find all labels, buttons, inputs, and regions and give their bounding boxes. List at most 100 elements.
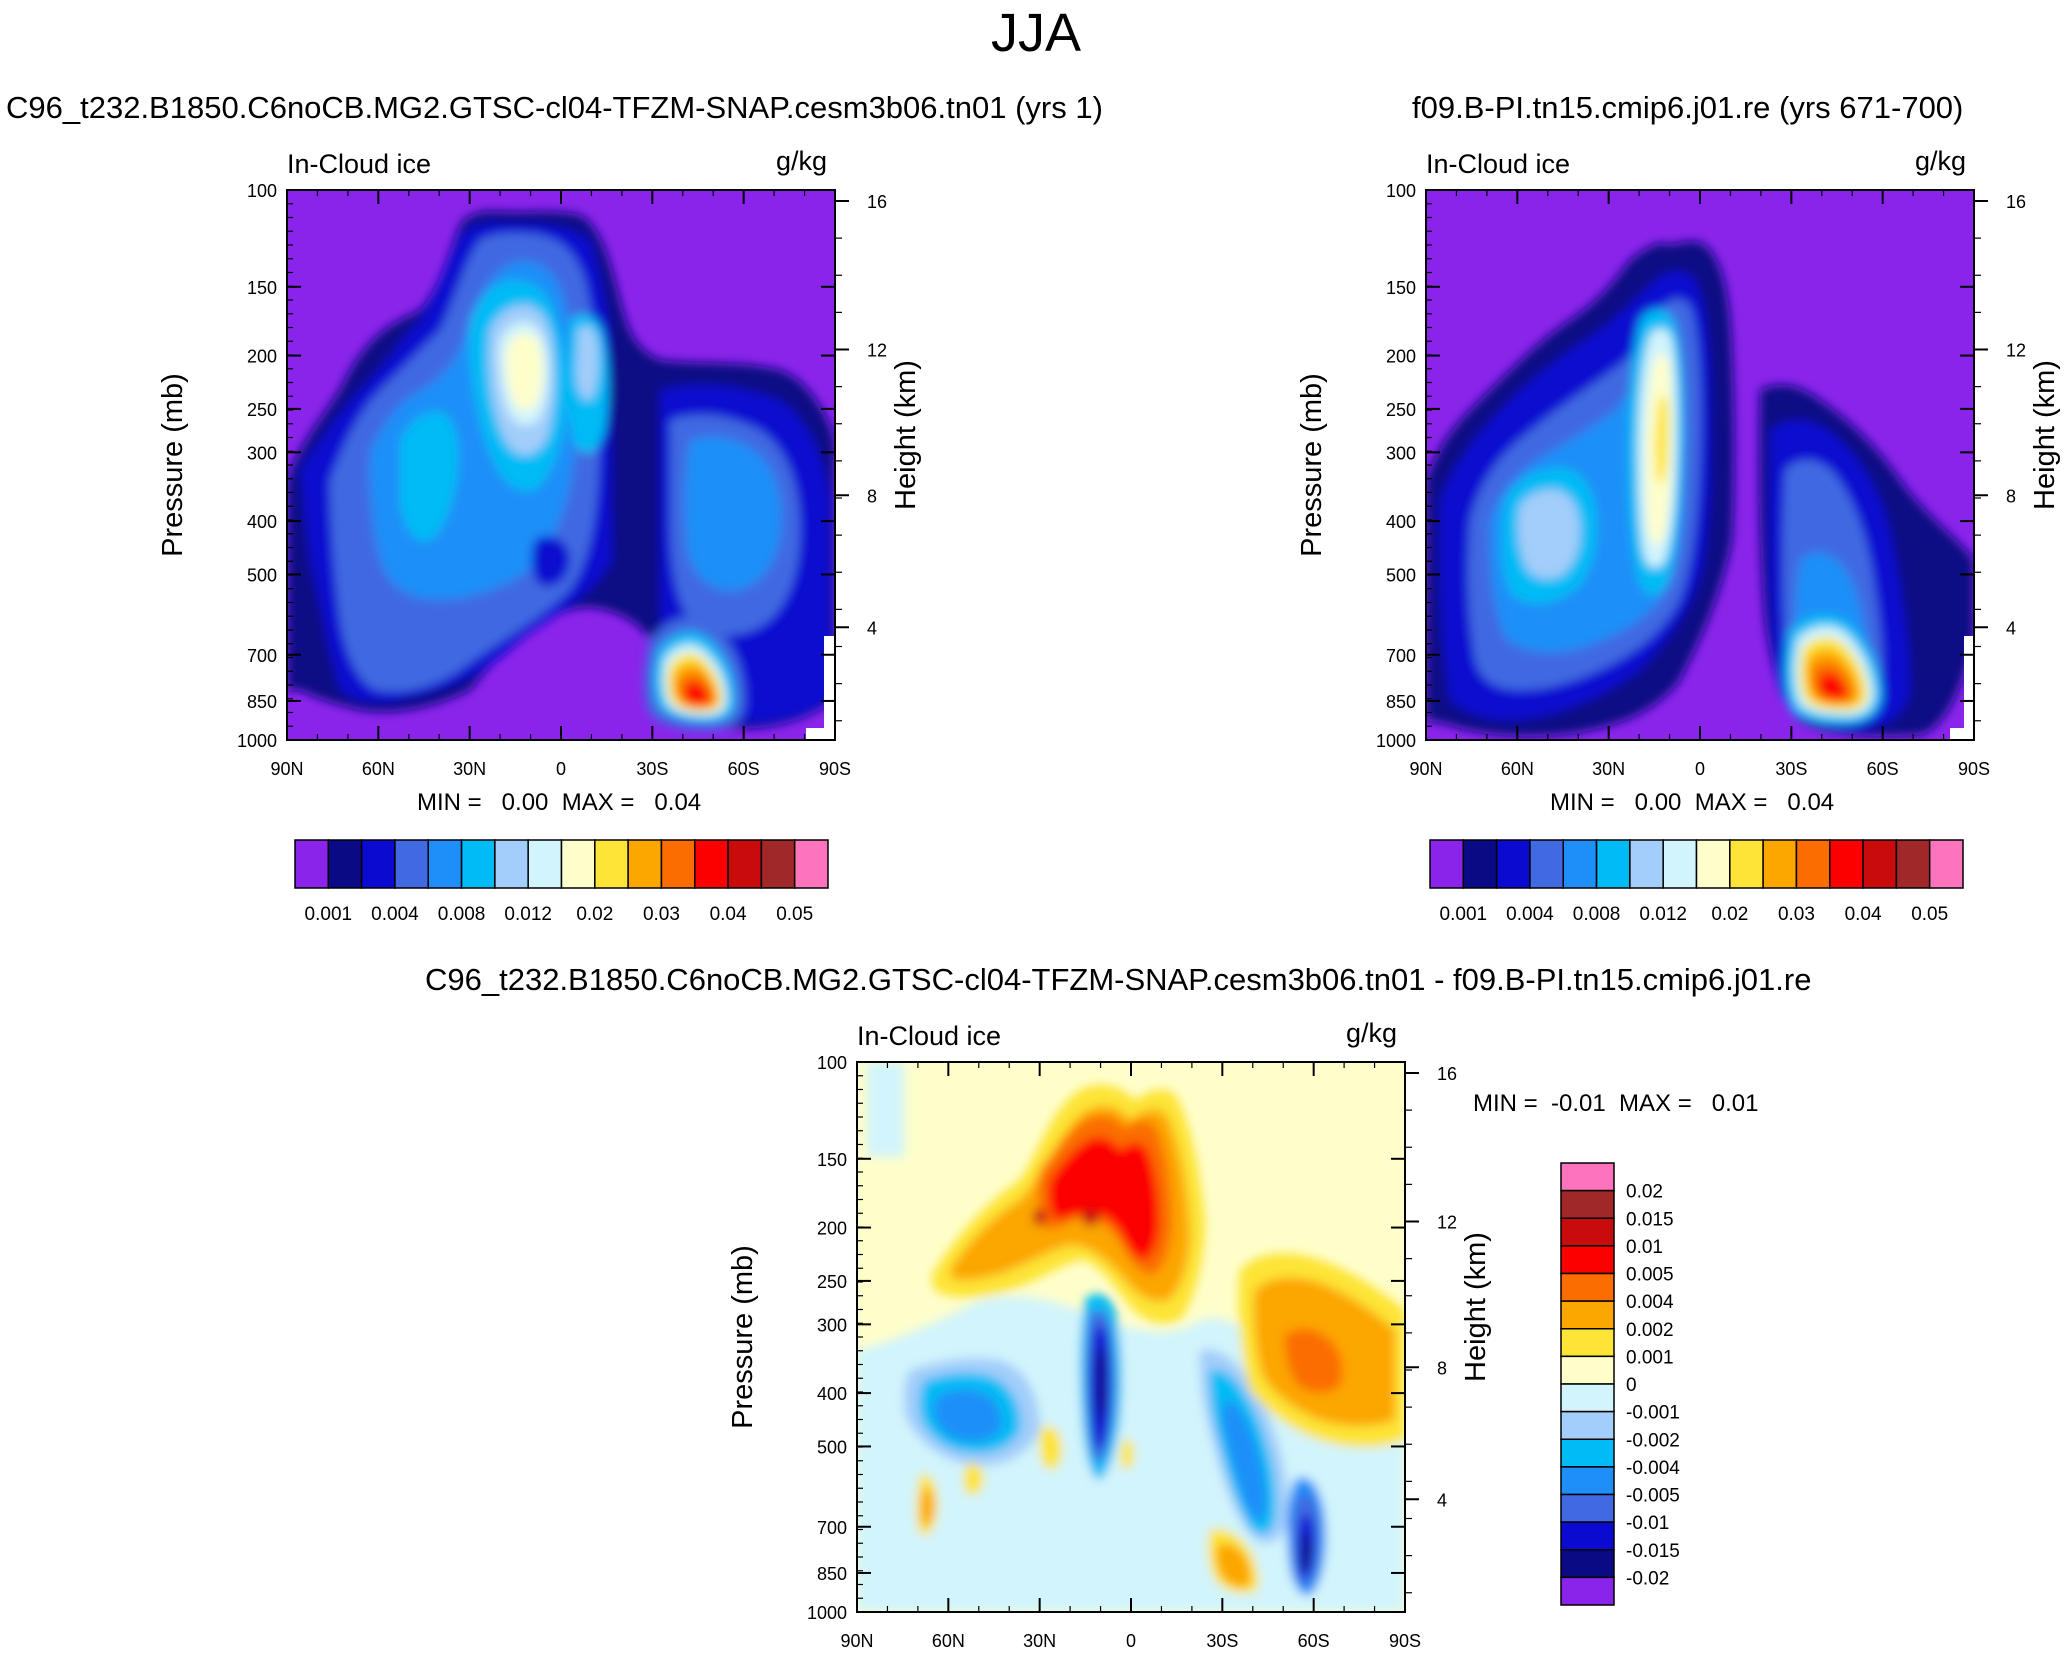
colorbar-label: -0.01	[1626, 1513, 1669, 1534]
figure-title: JJA	[990, 3, 1082, 63]
colorbar-label: 0.004	[1506, 904, 1554, 925]
heatmap-field-top-right	[1426, 190, 1974, 740]
colorbar-label: 0.02	[1711, 904, 1748, 925]
y2-tick-label: 12	[867, 341, 887, 361]
x-tick-label: 30N	[453, 759, 486, 779]
y-tick-label: 150	[817, 1150, 847, 1170]
colorbar-label: -0.02	[1626, 1568, 1669, 1589]
variable-label-top-right: In-Cloud ice	[1426, 149, 1570, 179]
y-tick-label: 850	[817, 1564, 847, 1584]
colorbar-swatch	[1560, 1272, 1615, 1302]
colorbar-label: 0.005	[1626, 1265, 1674, 1286]
colorbar-swatch	[327, 839, 363, 889]
colorbar-label: 0.001	[305, 904, 353, 925]
units-label-bottom-diff: g/kg	[1346, 1018, 1397, 1048]
min-max-label-top-right: MIN = 0.00 MAX = 0.04	[1550, 789, 1834, 816]
units-label-top-left: g/kg	[776, 146, 827, 176]
heatmap-field-top-left	[287, 190, 835, 740]
colorbar-swatch	[1560, 1493, 1615, 1523]
colorbar-swatch	[1895, 839, 1931, 889]
colorbar-swatch	[460, 839, 496, 889]
panel-title-difference: C96_t232.B1850.C6noCB.MG2.GTSC-cl04-TFZM…	[425, 962, 1812, 997]
colorbar-swatch	[1729, 839, 1764, 889]
variable-label-bottom-diff: In-Cloud ice	[857, 1021, 1001, 1051]
colorbar-label: 0.012	[1639, 904, 1687, 925]
y-tick-label: 300	[1386, 443, 1416, 463]
colorbar-label: 0.05	[776, 904, 813, 925]
y2-tick-label: 4	[867, 618, 877, 638]
colorbar-swatch	[1662, 839, 1698, 889]
colorbar-label: 0	[1626, 1375, 1637, 1396]
colorbar-swatch	[1560, 1189, 1615, 1219]
x-tick-label: 60N	[362, 759, 395, 779]
colorbar-swatch	[294, 839, 330, 889]
y-tick-label: 850	[1386, 692, 1416, 712]
y-tick-label: 150	[247, 278, 277, 298]
colorbar-swatch	[1560, 1355, 1615, 1385]
colorbar-swatch	[1560, 1300, 1615, 1330]
colorbar-swatch	[1595, 839, 1631, 889]
colorbar-swatch	[1560, 1438, 1615, 1468]
heatmap-field-difference	[857, 1062, 1405, 1612]
colorbar-swatch	[1529, 839, 1564, 889]
colorbar-swatch	[1829, 839, 1864, 889]
y-tick-label: 100	[817, 1053, 847, 1073]
y2-tick-label: 4	[2006, 618, 2016, 638]
y-tick-label: 500	[247, 565, 277, 585]
x-tick-label: 0	[556, 759, 566, 779]
colorbar-swatch	[1560, 1217, 1615, 1247]
x-tick-label: 60N	[932, 1631, 965, 1651]
colorbar-swatch	[1495, 839, 1531, 889]
x-tick-label: 60S	[1298, 1631, 1330, 1651]
colorbar-swatch	[1560, 1466, 1615, 1496]
x-tick-label: 90N	[840, 1631, 873, 1651]
y-tick-label: 250	[1386, 400, 1416, 420]
colorbar-swatch	[1560, 1328, 1615, 1358]
x-tick-label: 30N	[1023, 1631, 1056, 1651]
min-max-label-bottom-diff: MIN = -0.01 MAX = 0.01	[1473, 1090, 1758, 1117]
y2-axis-title-top-left: Height (km)	[890, 360, 922, 510]
y2-tick-label: 8	[1437, 1358, 1447, 1378]
y-tick-label: 700	[247, 646, 277, 666]
y-tick-label: 1000	[807, 1603, 847, 1623]
y2-axis-title-top-right: Height (km)	[2029, 360, 2061, 510]
colorbar-label: 0.001	[1440, 904, 1488, 925]
y-tick-label: 500	[1386, 565, 1416, 585]
min-max-label-top-left: MIN = 0.00 MAX = 0.04	[417, 789, 701, 816]
colorbar-label: -0.005	[1626, 1486, 1680, 1507]
colorbar-label: 0.05	[1911, 904, 1948, 925]
colorbar-label: 0.03	[643, 904, 680, 925]
colorbar-swatch	[1928, 839, 1964, 889]
y-tick-label: 1000	[1376, 731, 1416, 751]
panel-title-top-right: f09.B-PI.tn15.cmip6.j01.re (yrs 671-700)	[1412, 90, 1964, 125]
colorbar-label: 0.02	[576, 904, 613, 925]
colorbar-swatch	[560, 839, 596, 889]
y-tick-label: 200	[817, 1219, 847, 1239]
colorbar-swatch	[427, 839, 463, 889]
colorbar-swatch	[1560, 1383, 1615, 1413]
y-tick-label: 400	[1386, 512, 1416, 532]
x-tick-label: 60S	[728, 759, 760, 779]
y-tick-label: 250	[817, 1272, 847, 1292]
y-tick-label: 700	[817, 1518, 847, 1538]
y2-tick-label: 16	[2006, 192, 2026, 212]
colorbar-label: -0.002	[1626, 1430, 1680, 1451]
colorbar-label: 0.012	[504, 904, 552, 925]
colorbar-swatch	[1762, 839, 1798, 889]
x-tick-label: 60N	[1501, 759, 1534, 779]
x-tick-label: 90S	[819, 759, 851, 779]
colorbar-label: 0.03	[1778, 904, 1815, 925]
colorbar-swatch	[394, 839, 429, 889]
colorbar-label: 0.001	[1626, 1347, 1674, 1368]
y-tick-label: 250	[247, 400, 277, 420]
colorbar-swatch	[793, 839, 829, 889]
y-tick-label: 100	[247, 181, 277, 201]
units-label-top-right: g/kg	[1915, 146, 1966, 176]
colorbar-label: -0.001	[1626, 1403, 1680, 1424]
colorbar-swatch	[1560, 1521, 1615, 1551]
colorbar-label: 0.04	[1845, 904, 1882, 925]
y-tick-label: 150	[1386, 278, 1416, 298]
y2-tick-label: 8	[867, 486, 877, 506]
